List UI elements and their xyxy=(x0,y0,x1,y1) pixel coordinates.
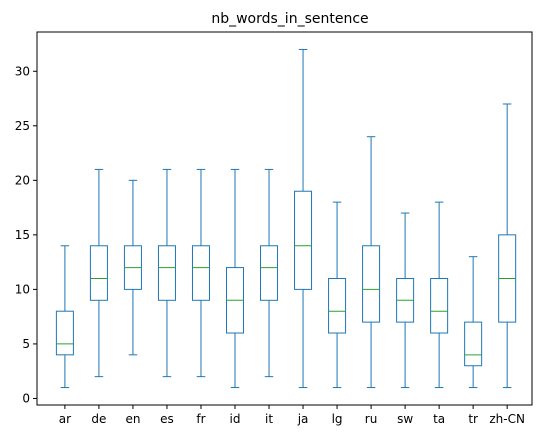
x-tick-label-sw: sw xyxy=(397,412,413,426)
y-axis: 0 5 10 15 20 25 30 xyxy=(15,64,37,405)
x-tick-label-it: it xyxy=(265,412,273,426)
iqr-box xyxy=(464,321,483,367)
x-tick-label-ta: ta xyxy=(433,412,445,426)
box-en xyxy=(123,179,142,356)
x-tick-label-en: en xyxy=(125,412,140,426)
iqr-box xyxy=(328,277,347,334)
x-tick-label-ru: ru xyxy=(365,412,378,426)
box-ru xyxy=(362,136,381,389)
y-tick-label: 10 xyxy=(15,282,30,296)
iqr-box xyxy=(294,190,313,290)
iqr-box xyxy=(260,245,279,301)
y-tick-label: 15 xyxy=(15,228,30,242)
x-tick-label-de: de xyxy=(91,412,106,426)
box-zh-CN xyxy=(498,103,517,389)
plot-frame xyxy=(36,31,533,406)
iqr-box xyxy=(191,245,210,301)
y-tick-label: 20 xyxy=(15,173,30,187)
box-de xyxy=(89,168,108,378)
iqr-box xyxy=(430,277,449,334)
x-tick-label-ar: ar xyxy=(59,412,71,426)
x-tick-label-ja: ja xyxy=(297,412,309,426)
iqr-box xyxy=(89,245,108,301)
box-lg xyxy=(328,201,347,389)
boxes-group xyxy=(55,48,517,389)
y-tick-label: 0 xyxy=(22,391,30,405)
y-tick-label: 5 xyxy=(22,337,30,351)
iqr-box xyxy=(157,245,176,301)
chart-title: nb_words_in_sentence xyxy=(211,11,368,27)
iqr-box xyxy=(362,245,381,323)
x-axis: ar de en es fr id it ja lg ru sw ta tr zh-CN xyxy=(59,405,525,426)
x-tick-label-tr: tr xyxy=(468,412,478,426)
x-tick-label-id: id xyxy=(230,412,241,426)
y-tick-label: 30 xyxy=(15,64,30,78)
y-tick-label: 25 xyxy=(15,119,30,133)
box-es xyxy=(157,168,176,378)
box-ja xyxy=(294,48,313,389)
x-tick-label-fr: fr xyxy=(196,412,205,426)
iqr-box xyxy=(55,310,74,356)
box-it xyxy=(260,168,279,378)
box-id xyxy=(225,168,245,389)
x-tick-label-zh-CN: zh-CN xyxy=(489,412,525,426)
box-tr xyxy=(464,256,483,389)
box-fr xyxy=(191,168,210,378)
box-sw xyxy=(396,212,415,389)
x-tick-label-es: es xyxy=(160,412,174,426)
box-ta xyxy=(430,201,449,389)
x-tick-label-lg: lg xyxy=(332,412,343,426)
box-ar xyxy=(55,245,74,389)
